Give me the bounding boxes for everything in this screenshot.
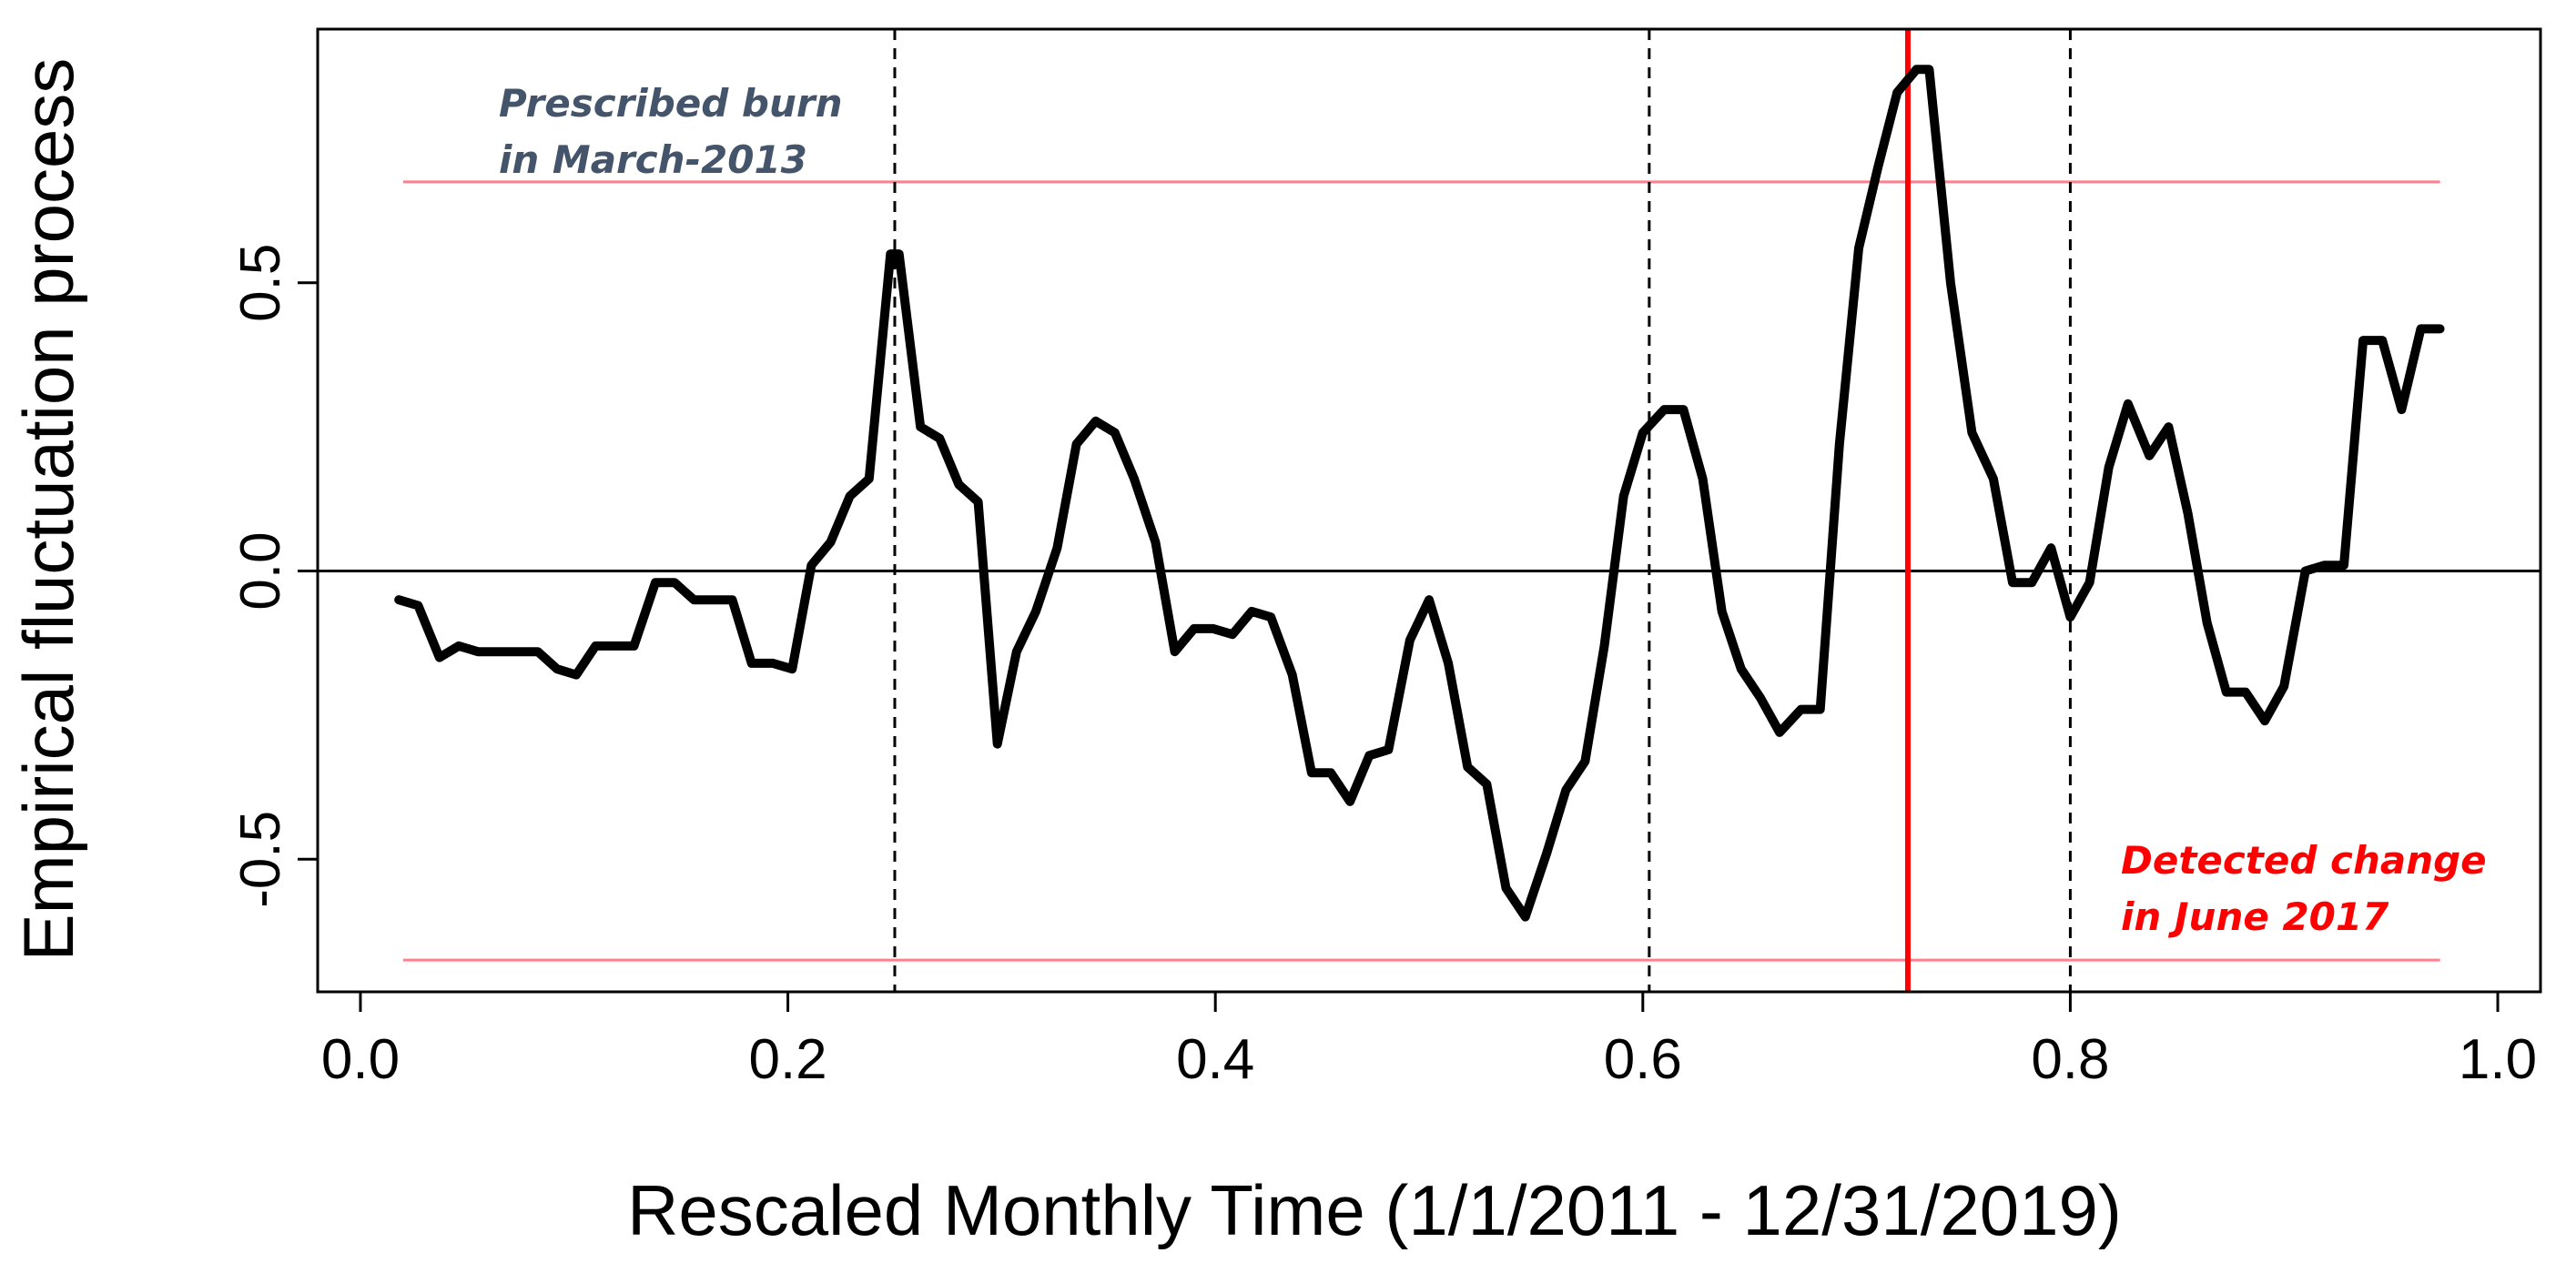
x-tick-label: 0.2 <box>748 1028 827 1091</box>
annotation-detected-change-line-2: in June 2017 <box>2121 894 2389 939</box>
annotation-prescribed-burn-line-2: in March-2013 <box>499 137 807 182</box>
y-tick-label: 0.0 <box>229 531 292 610</box>
annotation-detected-change-line-1: Detected change <box>2121 838 2487 883</box>
y-tick-label: 0.5 <box>229 244 292 322</box>
x-tick-label: 1.0 <box>2459 1028 2537 1091</box>
series-line-0 <box>394 65 2445 922</box>
annotation-detected-change: Detected change in June 2017 <box>2121 838 2500 939</box>
x-tick-label: 0.6 <box>1604 1028 1682 1091</box>
x-tick-label: 0.0 <box>321 1028 400 1091</box>
annotation-prescribed-burn-line-1: Prescribed burn <box>499 81 843 126</box>
x-tick-label: 0.8 <box>2031 1028 2109 1091</box>
plot-frame <box>316 27 2542 994</box>
y-axis-title: Empirical fluctuation process <box>8 58 88 962</box>
y-tick-label: -0.5 <box>229 811 292 908</box>
annotation-prescribed-burn: Prescribed burn in March-2013 <box>499 81 856 182</box>
x-tick-label: 0.4 <box>1176 1028 1254 1091</box>
x-axis-title: Rescaled Monthly Time (1/1/2011 - 12/31/… <box>627 1170 2122 1250</box>
